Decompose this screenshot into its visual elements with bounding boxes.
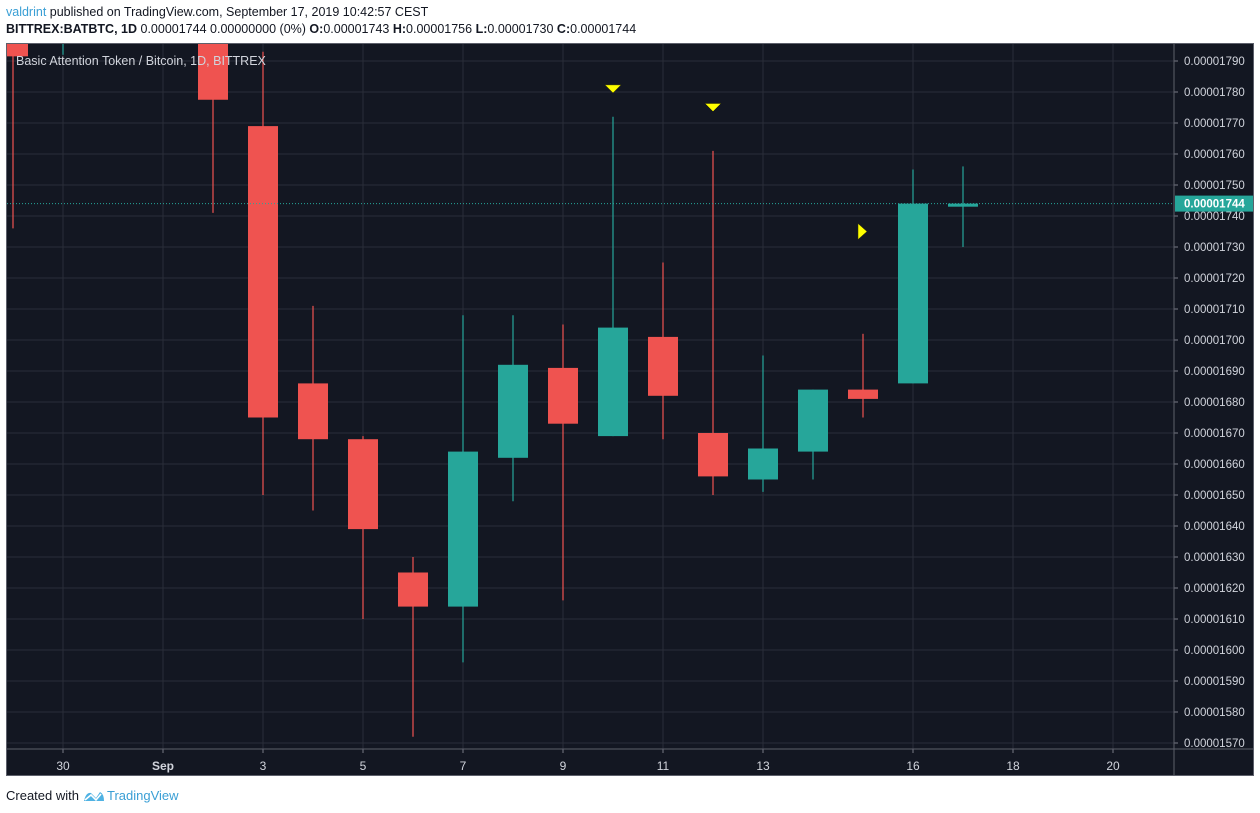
candle-body[interactable] xyxy=(7,44,28,57)
y-axis-label: 0.00001690 xyxy=(1184,366,1245,378)
candlestick-chart[interactable]: 0.00001790 0.00001780 0.00001770 0.00001760… xyxy=(7,44,1253,775)
footer: Created with TradingView xyxy=(6,788,179,803)
y-axis-label: 0.00001790 xyxy=(1184,56,1245,68)
publish-info: valdrint published on TradingView.com, S… xyxy=(6,5,428,19)
candle-body[interactable] xyxy=(748,448,778,480)
y-axis-label: 0.00001680 xyxy=(1184,397,1245,409)
y-axis-label: 0.00001700 xyxy=(1184,335,1245,347)
y-axis-label: 0.00001640 xyxy=(1184,521,1245,533)
y-axis-label: 0.00001610 xyxy=(1184,614,1245,626)
y-axis-label: 0.00001750 xyxy=(1184,180,1245,192)
author-link[interactable]: valdrint xyxy=(6,5,47,19)
created-with-text: Created with xyxy=(6,788,79,803)
open-label: O: xyxy=(309,22,324,36)
symbol-info: BITTREX:BATBTC, 1D 0.00001744 0.00000000… xyxy=(6,22,636,36)
y-axis-label: 0.00001600 xyxy=(1184,645,1245,657)
open-value: 0.00001743 xyxy=(323,22,390,36)
high-label: H: xyxy=(392,22,407,36)
y-axis-label: 0.00001770 xyxy=(1184,118,1245,130)
candle-body[interactable] xyxy=(498,364,528,458)
x-axis-label: 20 xyxy=(1106,759,1120,773)
x-axis-label: Sep xyxy=(152,759,174,773)
candle-body[interactable] xyxy=(898,203,928,384)
x-axis-label: 5 xyxy=(360,759,367,773)
y-axis-label: 0.00001660 xyxy=(1184,459,1245,471)
y-axis-label: 0.00001570 xyxy=(1184,738,1245,750)
x-axis-label: 3 xyxy=(260,759,267,773)
candle-body[interactable] xyxy=(198,44,228,100)
y-axis-label: 0.00001720 xyxy=(1184,273,1245,285)
low-label: L: xyxy=(475,22,488,36)
signal-marker-icon xyxy=(704,103,722,112)
y-axis-label: 0.00001650 xyxy=(1184,490,1245,502)
chart-legend-title: Basic Attention Token / Bitcoin, 1D, BIT… xyxy=(16,54,267,68)
candle-body[interactable] xyxy=(948,203,978,207)
y-axis-label: 0.00001620 xyxy=(1184,583,1245,595)
high-value: 0.00001756 xyxy=(406,22,473,36)
x-axis-label: 30 xyxy=(56,759,70,773)
y-axis-label: 0.00001580 xyxy=(1184,707,1245,719)
current-price-badge xyxy=(1175,195,1253,212)
candles-group xyxy=(7,44,978,737)
current-price-label: 0.00001744 xyxy=(1184,199,1245,211)
y-axis-label: 0.00001740 xyxy=(1184,211,1245,223)
candle-body[interactable] xyxy=(598,327,628,437)
y-axis-label: 0.00001760 xyxy=(1184,149,1245,161)
candle-body[interactable] xyxy=(848,389,878,399)
candle-body[interactable] xyxy=(398,572,428,607)
close-value: 0.00001744 xyxy=(570,22,637,36)
candle-body[interactable] xyxy=(698,433,728,477)
candle-body[interactable] xyxy=(298,383,328,440)
candle-body[interactable] xyxy=(248,126,278,418)
tradingview-logo-icon xyxy=(83,791,104,801)
candle-body[interactable] xyxy=(648,336,678,396)
low-value: 0.00001730 xyxy=(487,22,554,36)
candle-body[interactable] xyxy=(798,389,828,452)
price-change: 0.00000000 (0%) xyxy=(210,22,306,36)
chart-panel[interactable]: 0.00001790 0.00001780 0.00001770 0.00001760… xyxy=(6,43,1254,776)
x-axis-label: 16 xyxy=(906,759,920,773)
candle-body[interactable] xyxy=(548,367,578,424)
y-axis-label: 0.00001710 xyxy=(1184,304,1245,316)
x-axis-label: 11 xyxy=(657,759,670,773)
y-axis-label: 0.00001780 xyxy=(1184,87,1245,99)
published-text: published on TradingView.com, September … xyxy=(46,5,429,19)
x-axis-label: 18 xyxy=(1006,759,1020,773)
candle-body[interactable] xyxy=(448,451,478,607)
last-price: 0.00001744 xyxy=(140,22,207,36)
y-axis-label: 0.00001670 xyxy=(1184,428,1245,440)
signal-marker-icon xyxy=(604,84,622,94)
x-axis-label: 13 xyxy=(756,759,770,773)
signal-marker-icon xyxy=(857,222,868,241)
candle-body[interactable] xyxy=(348,439,378,530)
y-axis-label: 0.00001730 xyxy=(1184,242,1245,254)
y-axis-label: 0.00001630 xyxy=(1184,552,1245,564)
tradingview-link[interactable]: TradingView xyxy=(106,788,179,803)
x-axis-label: 9 xyxy=(560,759,567,773)
y-axis-label: 0.00001590 xyxy=(1184,676,1245,688)
close-label: C: xyxy=(556,22,571,36)
symbol-label: BITTREX:BATBTC, 1D xyxy=(6,22,138,36)
x-axis-label: 7 xyxy=(460,759,467,773)
